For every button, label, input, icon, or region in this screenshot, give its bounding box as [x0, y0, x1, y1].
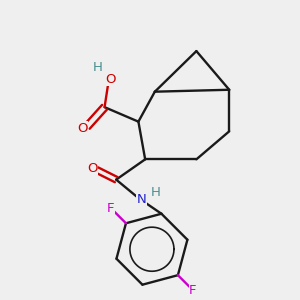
Text: F: F [107, 202, 115, 215]
Text: F: F [189, 284, 197, 297]
Text: H: H [93, 61, 103, 74]
Text: H: H [151, 186, 161, 199]
Text: O: O [87, 161, 97, 175]
Text: O: O [105, 73, 116, 85]
Text: N: N [136, 194, 146, 206]
Text: O: O [77, 122, 88, 135]
